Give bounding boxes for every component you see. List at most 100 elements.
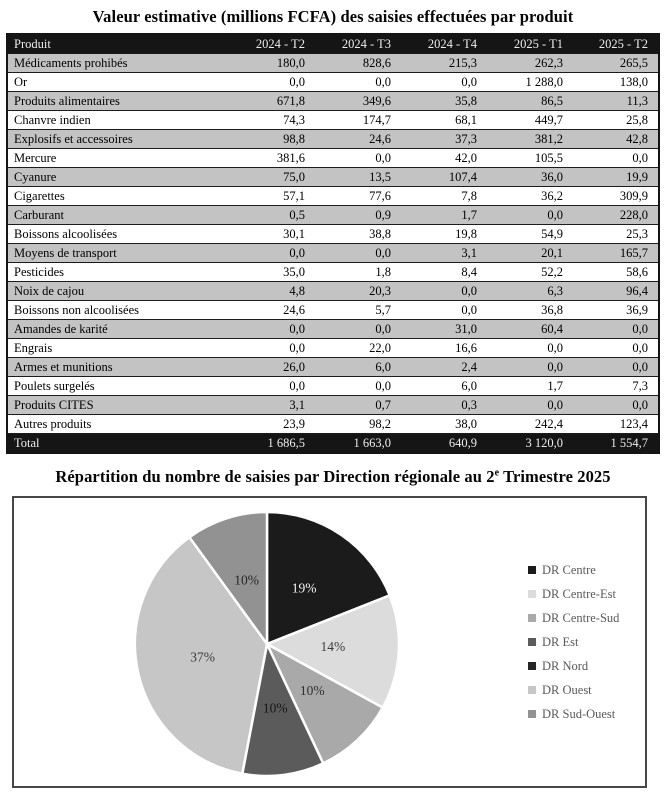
product-cell: Cyanure bbox=[7, 167, 229, 187]
table-row: Pesticides 35,0 1,8 8,4 52,2 58,6 bbox=[7, 262, 659, 282]
product-cell: Engrais bbox=[7, 338, 229, 358]
value-cell: 0,9 bbox=[315, 205, 401, 225]
product-cell: Produits alimentaires bbox=[7, 91, 229, 111]
value-cell: 0,3 bbox=[401, 395, 487, 415]
value-cell: 11,3 bbox=[573, 91, 659, 111]
table-row: Engrais 0,0 22,0 16,6 0,0 0,0 bbox=[7, 338, 659, 358]
total-value-cell: 3 120,0 bbox=[487, 433, 573, 454]
legend-label: DR Centre-Est bbox=[542, 586, 616, 601]
value-cell: 3,1 bbox=[229, 395, 315, 415]
value-cell: 242,4 bbox=[487, 414, 573, 434]
product-cell: Pesticides bbox=[7, 262, 229, 282]
value-cell: 2,4 bbox=[401, 357, 487, 377]
value-cell: 52,2 bbox=[487, 262, 573, 282]
product-cell: Armes et munitions bbox=[7, 357, 229, 377]
value-cell: 228,0 bbox=[573, 205, 659, 225]
pie-chart-panel: 19% 14% 10% 10% 37% 10% DR Centre DR Centre-Es… bbox=[12, 496, 647, 788]
value-cell: 0,0 bbox=[229, 338, 315, 358]
value-cell: 24,6 bbox=[315, 129, 401, 149]
value-cell: 381,2 bbox=[487, 129, 573, 149]
legend-color-marker bbox=[528, 662, 536, 670]
value-cell: 36,8 bbox=[487, 300, 573, 320]
value-cell: 0,5 bbox=[229, 205, 315, 225]
table-title: Valeur estimative (millions FCFA) des sa… bbox=[92, 7, 574, 26]
table-row: Cigarettes 57,1 77,6 7,8 36,2 309,9 bbox=[7, 186, 659, 206]
legend-color-marker bbox=[528, 710, 536, 718]
table-row: Cyanure 75,0 13,5 107,4 36,0 19,9 bbox=[7, 167, 659, 187]
legend-color-marker bbox=[528, 566, 536, 574]
value-cell: 7,3 bbox=[573, 376, 659, 396]
pie-slice-dr-sud-ouest bbox=[188, 510, 269, 646]
value-cell: 105,5 bbox=[487, 148, 573, 168]
value-cell: 6,0 bbox=[315, 357, 401, 377]
value-cell: 0,0 bbox=[487, 205, 573, 225]
legend-color-marker bbox=[528, 638, 536, 646]
product-cell: Chanvre indien bbox=[7, 110, 229, 130]
value-cell: 68,1 bbox=[401, 110, 487, 130]
value-cell: 671,8 bbox=[229, 91, 315, 111]
pie-slice-dr-centre bbox=[265, 510, 391, 646]
table-row: Carburant 0,5 0,9 1,7 0,0 228,0 bbox=[7, 205, 659, 225]
column-header: 2025 - T2 bbox=[573, 33, 659, 54]
column-header: 2024 - T2 bbox=[229, 33, 315, 54]
value-cell: 98,2 bbox=[315, 414, 401, 434]
value-cell: 7,8 bbox=[401, 186, 487, 206]
legend-label: DR Centre bbox=[542, 562, 596, 577]
legend-item-dr-sud-ouest: DR Sud-Ouest bbox=[528, 702, 644, 726]
product-cell: Mercure bbox=[7, 148, 229, 168]
product-cell: Or bbox=[7, 72, 229, 92]
value-cell: 19,8 bbox=[401, 224, 487, 244]
value-cell: 123,4 bbox=[573, 414, 659, 434]
chart-title-text: Répartition du nombre de saisies par Dir… bbox=[55, 467, 495, 486]
value-cell: 6,0 bbox=[401, 376, 487, 396]
value-cell: 0,0 bbox=[229, 376, 315, 396]
value-cell: 20,3 bbox=[315, 281, 401, 301]
pie-slice-dr-ouest bbox=[133, 535, 269, 775]
value-cell: 30,1 bbox=[229, 224, 315, 244]
value-cell: 58,6 bbox=[573, 262, 659, 282]
product-cell: Cigarettes bbox=[7, 186, 229, 206]
value-cell: 38,0 bbox=[401, 414, 487, 434]
product-cell: Explosifs et accessoires bbox=[7, 129, 229, 149]
value-cell: 24,6 bbox=[229, 300, 315, 320]
value-cell: 75,0 bbox=[229, 167, 315, 187]
chart-title: Répartition du nombre de saisies par Dir… bbox=[0, 467, 666, 487]
value-cell: 215,3 bbox=[401, 53, 487, 73]
legend-label: DR Nord bbox=[542, 658, 589, 673]
value-cell: 35,8 bbox=[401, 91, 487, 111]
value-cell: 35,0 bbox=[229, 262, 315, 282]
legend-label: DR Est bbox=[542, 634, 579, 649]
value-cell: 0,0 bbox=[573, 338, 659, 358]
value-cell: 25,3 bbox=[573, 224, 659, 244]
table-row: Produits CITES 3,1 0,7 0,3 0,0 0,0 bbox=[7, 395, 659, 415]
value-cell: 5,7 bbox=[315, 300, 401, 320]
value-cell: 0,0 bbox=[401, 281, 487, 301]
column-header: Produit bbox=[7, 33, 229, 54]
value-cell: 0,0 bbox=[573, 148, 659, 168]
value-cell: 0,0 bbox=[229, 72, 315, 92]
value-cell: 165,7 bbox=[573, 243, 659, 263]
value-cell: 20,1 bbox=[487, 243, 573, 263]
value-cell: 0,0 bbox=[573, 395, 659, 415]
total-label-cell: Total bbox=[7, 433, 229, 454]
value-cell: 180,0 bbox=[229, 53, 315, 73]
column-header: 2024 - T4 bbox=[401, 33, 487, 54]
value-cell: 60,4 bbox=[487, 319, 573, 339]
table-row: Médicaments prohibés 180,0 828,6 215,3 262,3… bbox=[7, 53, 659, 73]
value-cell: 57,1 bbox=[229, 186, 315, 206]
value-cell: 174,7 bbox=[315, 110, 401, 130]
value-cell: 54,9 bbox=[487, 224, 573, 244]
legend-color-marker bbox=[528, 686, 536, 694]
pie-slice-dr-centre-sud bbox=[265, 642, 384, 765]
value-cell: 309,9 bbox=[573, 186, 659, 206]
table-row: Armes et munitions 26,0 6,0 2,4 0,0 0,0 bbox=[7, 357, 659, 377]
product-cell: Boissons alcoolisées bbox=[7, 224, 229, 244]
value-cell: 23,9 bbox=[229, 414, 315, 434]
value-cell: 98,8 bbox=[229, 129, 315, 149]
value-cell: 31,0 bbox=[401, 319, 487, 339]
product-cell: Carburant bbox=[7, 205, 229, 225]
table-row: Noix de cajou 4,8 20,3 0,0 6,3 96,4 bbox=[7, 281, 659, 301]
product-cell: Moyens de transport bbox=[7, 243, 229, 263]
value-cell: 3,1 bbox=[401, 243, 487, 263]
value-cell: 0,0 bbox=[315, 376, 401, 396]
